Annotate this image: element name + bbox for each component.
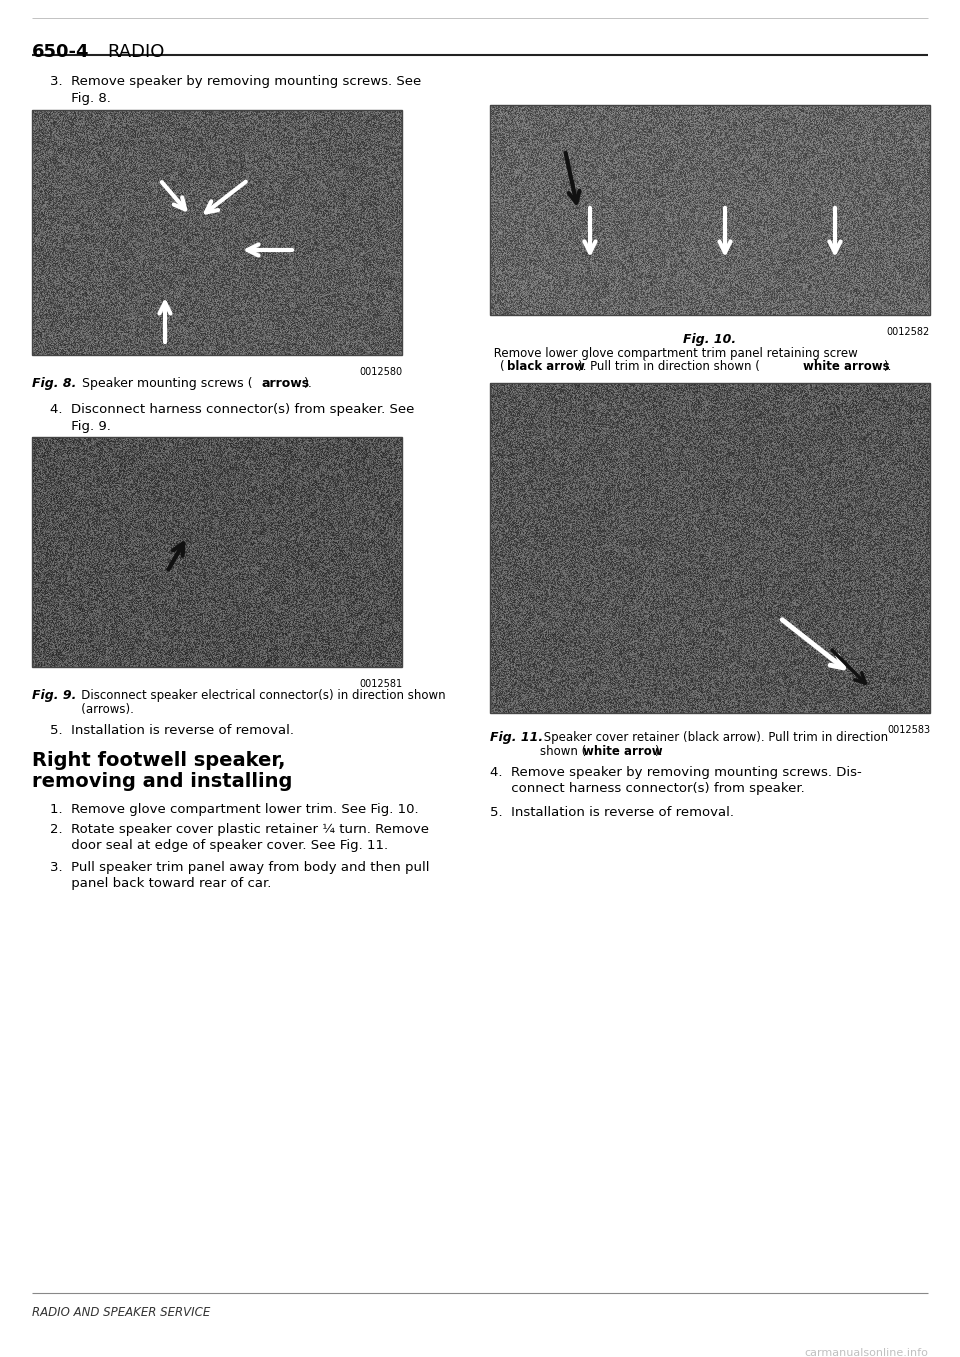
Text: Fig. 8.: Fig. 8. [50, 92, 110, 104]
Text: (arrows).: (arrows). [70, 703, 133, 716]
Text: 4.  Disconnect harness connector(s) from speaker. See: 4. Disconnect harness connector(s) from … [50, 403, 415, 417]
Text: 0012580: 0012580 [359, 366, 402, 377]
Text: Fig. 9.: Fig. 9. [32, 689, 77, 702]
Text: 0012581: 0012581 [359, 678, 402, 689]
Text: 0012583: 0012583 [887, 725, 930, 735]
Text: Speaker mounting screws (: Speaker mounting screws ( [70, 377, 252, 389]
Text: black arrow: black arrow [507, 360, 585, 373]
Bar [32, 110, 402, 356]
Text: Speaker cover retainer (black arrow). Pull trim in direction: Speaker cover retainer (black arrow). Pu… [540, 731, 888, 744]
Text: arrows: arrows [262, 377, 310, 389]
Text: 3.  Pull speaker trim panel away from body and then pull: 3. Pull speaker trim panel away from bod… [50, 860, 429, 874]
Bar [32, 437, 402, 668]
Text: 3.  Remove speaker by removing mounting screws. See: 3. Remove speaker by removing mounting s… [50, 75, 421, 88]
Text: ).: ). [654, 745, 662, 759]
Text: Fig. 9.: Fig. 9. [50, 421, 110, 433]
Text: 5.  Installation is reverse of removal.: 5. Installation is reverse of removal. [50, 725, 294, 737]
Text: connect harness connector(s) from speaker.: connect harness connector(s) from speake… [490, 782, 804, 795]
Text: 1.  Remove glove compartment lower trim. See Fig. 10.: 1. Remove glove compartment lower trim. … [50, 803, 419, 816]
Text: carmanualsonline.info: carmanualsonline.info [804, 1348, 928, 1357]
Text: Remove lower glove compartment trim panel retaining screw: Remove lower glove compartment trim pane… [490, 347, 857, 360]
Text: ).: ). [304, 377, 313, 389]
Text: white arrows: white arrows [803, 360, 890, 373]
Text: removing and installing: removing and installing [32, 772, 293, 791]
Text: ).: ). [883, 360, 892, 373]
Text: Right footwell speaker,: Right footwell speaker, [32, 750, 285, 769]
Text: 2.  Rotate speaker cover plastic retainer ¼ turn. Remove: 2. Rotate speaker cover plastic retainer… [50, 822, 429, 836]
Text: door seal at edge of speaker cover. See Fig. 11.: door seal at edge of speaker cover. See … [50, 839, 388, 852]
Text: RADIO: RADIO [107, 43, 164, 61]
Text: white arrow: white arrow [583, 745, 662, 759]
Text: Fig. 10.: Fig. 10. [684, 332, 736, 346]
Text: panel back toward rear of car.: panel back toward rear of car. [50, 877, 272, 890]
Text: Fig. 11.: Fig. 11. [490, 731, 543, 744]
Text: (: ( [500, 360, 505, 373]
Text: RADIO AND SPEAKER SERVICE: RADIO AND SPEAKER SERVICE [32, 1305, 210, 1319]
Bar [490, 383, 930, 712]
Text: Disconnect speaker electrical connector(s) in direction shown: Disconnect speaker electrical connector(… [70, 689, 445, 702]
Text: 5.  Installation is reverse of removal.: 5. Installation is reverse of removal. [490, 806, 734, 820]
Text: ). Pull trim in direction shown (: ). Pull trim in direction shown ( [578, 360, 760, 373]
Text: 4.  Remove speaker by removing mounting screws. Dis-: 4. Remove speaker by removing mounting s… [490, 765, 862, 779]
Text: shown (: shown ( [540, 745, 587, 759]
Text: 650-4: 650-4 [32, 43, 89, 61]
Text: Fig. 8.: Fig. 8. [32, 377, 77, 389]
Bar [490, 104, 930, 315]
Text: 0012582: 0012582 [887, 327, 930, 337]
